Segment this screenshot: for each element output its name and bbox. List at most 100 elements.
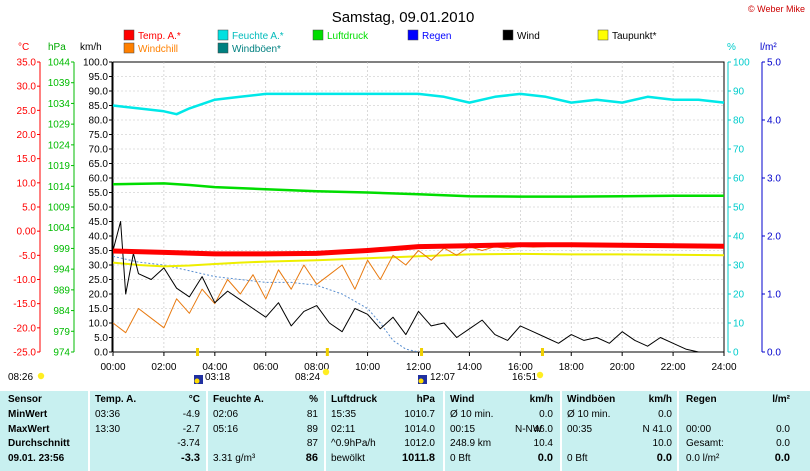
stats-temp-value: -4.9 <box>182 409 200 420</box>
stats-pressure-value: 1010.7 <box>404 409 435 420</box>
stats-pressure-time: ^0.9hPa/h <box>331 438 376 449</box>
temp-tick-label: 20.0 <box>17 130 37 141</box>
legend-label: Wind <box>517 31 540 42</box>
legend-label: Luftdruck <box>327 31 369 42</box>
legend-label: Windböen* <box>232 44 281 55</box>
stats-temp-value: -2.7 <box>182 423 200 435</box>
stats-wind-label: 248.9 km <box>450 438 492 449</box>
legend-swatch <box>312 29 324 41</box>
rain-tick-label: 3.0 <box>767 174 781 185</box>
stats-humidity-value: 89 <box>306 423 318 435</box>
stats-header-rain: Regen <box>686 394 717 405</box>
event-icon <box>322 368 330 376</box>
wind-tick-label: 60.0 <box>89 174 109 185</box>
rain-tick-label: 1.0 <box>767 290 781 301</box>
wind-tick-label: 25.0 <box>89 275 109 286</box>
axis-event-marker <box>540 348 544 356</box>
pressure-axis-title: hPa <box>48 42 66 53</box>
stats-gust-value: 10.0 <box>652 438 672 449</box>
stats-humidity-value: 87 <box>306 438 318 449</box>
event-time-label: 16:51 <box>512 372 537 383</box>
x-tick-label: 04:00 <box>202 362 227 373</box>
axis-event-marker <box>325 348 329 356</box>
stats-wind-value: 46.0 <box>533 423 553 435</box>
temp-axis-title: °C <box>18 42 29 53</box>
stats-rain-value: 0.0 <box>776 438 790 449</box>
stats-row-label: Durchschnitt <box>8 438 70 449</box>
wind-tick-label: 70.0 <box>89 145 109 156</box>
legend-label: Temp. A.* <box>138 31 181 42</box>
stats-header-pressure-unit: hPa <box>416 394 435 405</box>
stats-pressure-time: 15:35 <box>331 409 357 420</box>
table-separator <box>677 391 679 471</box>
stats-row-label: MinWert <box>8 409 48 420</box>
humidity-tick-label: 0 <box>733 348 739 359</box>
stats-rain-value: 0.0 <box>774 451 790 464</box>
stats-wind-value: 0.0 <box>539 409 553 420</box>
stats-gust-label: 00:35 <box>567 423 593 435</box>
stats-wind-value: 0.0 <box>537 451 553 464</box>
temp-tick-label: 5.0 <box>22 203 36 214</box>
event-markers: 08:26 03:18 08:24 12:07 16:51 <box>8 348 544 384</box>
wind-tick-label: 20.0 <box>89 290 109 301</box>
stats-header-rain-unit: l/m² <box>772 394 790 405</box>
legend-label: Feuchte A.* <box>232 31 284 42</box>
pressure-tick-label: 999 <box>53 244 70 255</box>
humidity-tick-label: 70 <box>733 145 745 156</box>
x-tick-label: 18:00 <box>559 362 584 373</box>
stats-header-humidity: Feuchte A. <box>213 394 264 405</box>
x-tick-label: 24:00 <box>711 362 736 373</box>
stats-pressure-value: 1014.0 <box>404 423 435 435</box>
series-wind <box>112 221 724 353</box>
table-separator <box>324 391 326 471</box>
stats-humidity-value: 81 <box>306 409 318 420</box>
temp-tick-label: 15.0 <box>17 154 37 165</box>
temp-tick-label: -25.0 <box>13 348 36 359</box>
stats-header-humidity-unit: % <box>309 394 318 405</box>
copyright-text: © Weber Mike <box>748 4 805 14</box>
humidity-tick-label: 100 <box>733 58 750 69</box>
stats-wind-value: 10.4 <box>533 438 553 449</box>
pressure-tick-label: 974 <box>53 348 70 359</box>
stats-row-label: MaxWert <box>8 423 50 435</box>
temp-tick-label: 10.0 <box>17 178 37 189</box>
chart-series <box>112 92 725 353</box>
x-tick-label: 08:00 <box>304 362 329 373</box>
humidity-tick-label: 60 <box>733 174 745 185</box>
wind-axis-title: km/h <box>80 42 102 53</box>
weather-chart: Samstag, 09.01.2010 © Weber Mike Temp. A… <box>8 4 805 384</box>
legend-label: Taupunkt* <box>612 31 657 42</box>
pressure-tick-label: 1019 <box>48 161 71 172</box>
wind-tick-label: 100.0 <box>83 58 108 69</box>
table-separator <box>443 391 445 471</box>
x-tick-label: 06:00 <box>253 362 278 373</box>
stats-gust-label: Ø 10 min. <box>567 409 611 420</box>
pressure-tick-label: 1024 <box>48 140 71 151</box>
event-time-label: 12:07 <box>430 372 455 383</box>
chart-title: Samstag, 09.01.2010 <box>332 9 475 26</box>
stats-header-sensor: Sensor <box>8 394 42 405</box>
stats-humidity-time: 05:16 <box>213 423 239 435</box>
event-icon <box>37 372 45 380</box>
rain-axis-title: l/m² <box>760 42 777 53</box>
stats-temp-value: -3.3 <box>181 451 200 464</box>
series-luftdruck <box>112 182 724 198</box>
legend-swatch <box>123 29 135 41</box>
pressure-tick-label: 1004 <box>48 223 71 234</box>
event-icon <box>418 378 424 384</box>
stats-rain-label: 00:00 <box>686 423 712 435</box>
humidity-tick-label: 10 <box>733 319 745 330</box>
event-time-label: 08:24 <box>295 372 320 383</box>
series-feuchte-a <box>112 92 725 116</box>
humidity-tick-label: 40 <box>733 232 745 243</box>
stats-rain-label: Gesamt: <box>686 438 724 449</box>
stats-header-temp-unit: °C <box>188 394 200 405</box>
legend-swatch <box>217 29 229 41</box>
stats-header-pressure: Luftdruck <box>331 394 378 405</box>
temp-tick-label: -15.0 <box>13 299 36 310</box>
legend-label: Regen <box>422 31 451 42</box>
wind-tick-label: 0.0 <box>94 348 108 359</box>
pressure-tick-label: 1039 <box>48 78 71 89</box>
stats-temp-value: -3.74 <box>177 438 200 449</box>
wind-tick-label: 75.0 <box>89 130 109 141</box>
